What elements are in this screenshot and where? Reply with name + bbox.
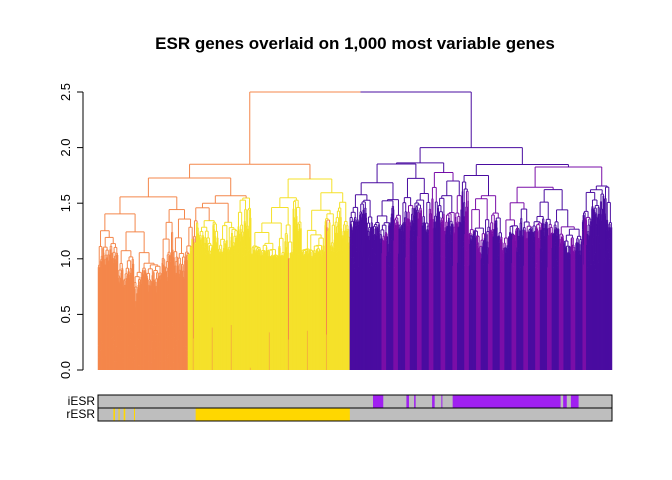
band-highlight: [113, 408, 115, 421]
y-axis: 0.0 0.5 1.0 1.5 2.0 2.5: [58, 83, 84, 379]
band-base: [98, 408, 612, 421]
band-label: iESR: [68, 394, 96, 408]
band-highlight: [452, 395, 561, 408]
band-highlight: [432, 395, 435, 408]
left-cluster: [97, 163, 351, 370]
band-highlight: [118, 408, 120, 421]
band-highlight: [372, 395, 384, 408]
band-highlight: [563, 395, 567, 408]
chart-title: ESR genes overlaid on 1,000 most variabl…: [155, 34, 555, 53]
y-tick-label: 2.0: [58, 139, 73, 157]
y-tick-label: 1.0: [58, 250, 73, 268]
band-highlight: [133, 408, 136, 421]
band-label: rESR: [66, 407, 95, 421]
dendrogram: [97, 91, 613, 370]
color-band-rESR: rESR: [66, 407, 613, 422]
band-highlight: [414, 395, 416, 408]
y-tick-label: 0.5: [58, 305, 73, 323]
right-cluster: [349, 147, 613, 370]
band-border: [97, 407, 613, 422]
y-tick-label: 0.0: [58, 361, 73, 379]
band-highlight: [195, 408, 350, 421]
band-highlight: [123, 408, 126, 421]
band-highlight: [441, 395, 443, 408]
band-highlight: [570, 395, 579, 408]
y-tick-label: 1.5: [58, 194, 73, 212]
color-band-iESR: iESR: [68, 394, 613, 409]
band-highlight: [406, 395, 409, 408]
y-tick-label: 2.5: [58, 83, 73, 101]
